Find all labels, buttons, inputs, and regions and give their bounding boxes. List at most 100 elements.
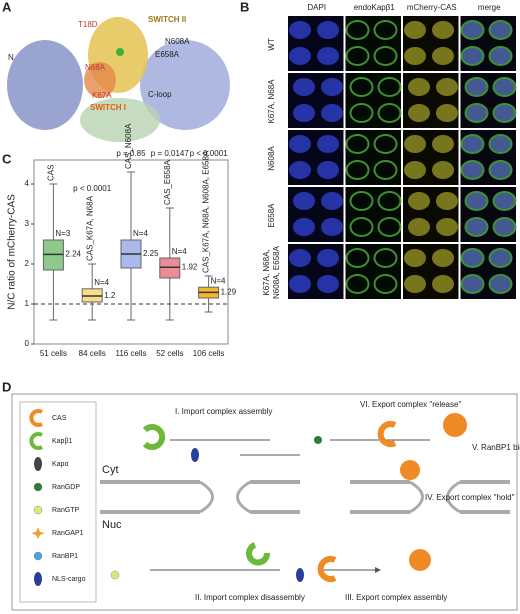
- cell: [349, 103, 374, 123]
- cell: [349, 217, 374, 237]
- x-tick-label: 84 cells: [79, 349, 106, 358]
- structure-label: T18D: [78, 20, 98, 29]
- box-name: CAS_N608A: [124, 123, 133, 169]
- y-axis-label: N/C ratio of mCherry-CAS: [7, 194, 18, 310]
- step-label: III. Export complex assembly: [345, 593, 447, 602]
- cell: [488, 134, 513, 154]
- cell: [317, 275, 339, 293]
- cell: [317, 47, 339, 65]
- legend-label: Kapα: [52, 461, 69, 468]
- compartment-label: Nuc: [102, 519, 122, 531]
- n-label: N=4: [211, 276, 226, 285]
- micrograph: [345, 16, 401, 71]
- cell: [432, 249, 454, 267]
- legend-icon: [33, 482, 43, 492]
- cell: [349, 191, 374, 211]
- panel-letter: D: [2, 379, 11, 394]
- legend-icon: [34, 572, 42, 586]
- step-label: II. Import complex disassembly: [195, 593, 305, 602]
- p-value: p = 0.0147: [151, 149, 190, 158]
- cell: [436, 192, 458, 210]
- legend-icon: [29, 432, 44, 450]
- cell: [488, 248, 513, 268]
- cell: [488, 20, 513, 40]
- cell: [345, 274, 370, 294]
- n-label: N=3: [55, 229, 70, 238]
- cell: [460, 134, 485, 154]
- structure-label: N68A: [85, 63, 106, 72]
- x-tick-label: 106 cells: [193, 349, 225, 358]
- cell: [377, 217, 402, 237]
- cell: [464, 217, 489, 237]
- box-name: CAS_K67A, N68A: [85, 195, 94, 261]
- box-chart: 0 1 2 3 4 N/C ratio of mCherry-CAS 51 cells 2.2…: [7, 123, 237, 358]
- pathway-diagram: [11, 393, 518, 611]
- panel-letter: B: [240, 0, 249, 14]
- cell: [460, 248, 485, 268]
- column-header: merge: [478, 3, 501, 12]
- x-tick-label: 51 cells: [40, 349, 67, 358]
- cell: [289, 21, 311, 39]
- protein-structure: [0, 0, 236, 150]
- cell: [289, 249, 311, 267]
- cell: [373, 134, 398, 154]
- cell: [404, 249, 426, 267]
- cell: [289, 275, 311, 293]
- column-header: endoKapβ1: [354, 3, 396, 12]
- legend-icon: [33, 505, 43, 515]
- cell: [321, 192, 343, 210]
- cell: [436, 78, 458, 96]
- legend-icon: [33, 551, 43, 561]
- cell: [345, 134, 370, 154]
- legend-label: RanBP1: [52, 553, 78, 560]
- cell: [488, 160, 513, 180]
- cell: [432, 21, 454, 39]
- cell: [408, 218, 430, 236]
- median-label: 1.2: [104, 291, 116, 300]
- column-header: mCherry-CAS: [407, 3, 457, 12]
- compartment-label: Cyt: [102, 464, 119, 476]
- cell: [404, 21, 426, 39]
- cell: [373, 160, 398, 180]
- legend-icon: [34, 457, 42, 471]
- p-value: p < 0.0001: [73, 184, 112, 193]
- p-value: p < 0.0001: [190, 149, 229, 158]
- cell: [492, 77, 517, 97]
- micrograph-grid: DAPI endoKapβ1 mCherry-CAS merge WT K67A, N68…: [262, 3, 517, 299]
- cell: [289, 161, 311, 179]
- y-tick-label: 0: [25, 339, 30, 348]
- median-label: 2.24: [65, 250, 81, 259]
- step-label: V. RanBP1 binding: [472, 443, 520, 452]
- x-tick-label: 116 cells: [116, 349, 147, 358]
- cell: [492, 103, 517, 123]
- structure-label: E658A: [155, 50, 180, 59]
- cell: [377, 191, 402, 211]
- cell: [317, 161, 339, 179]
- structure-label: N: [8, 53, 14, 62]
- cell: [408, 78, 430, 96]
- cell: [408, 104, 430, 122]
- structure-label: C-loop: [148, 90, 172, 99]
- cell: [464, 77, 489, 97]
- box-name: CAS: [47, 165, 56, 181]
- cell: [293, 104, 315, 122]
- plot-frame: [33, 159, 229, 345]
- cell: [293, 192, 315, 210]
- cell: [464, 191, 489, 211]
- box: [159, 257, 181, 279]
- panel-letter: A: [2, 0, 12, 14]
- cell: [377, 77, 402, 97]
- n-label: N=4: [172, 247, 187, 256]
- cell: [436, 104, 458, 122]
- cell: [492, 191, 517, 211]
- row-label: WT: [267, 38, 276, 51]
- cell: [321, 218, 343, 236]
- cell: [432, 275, 454, 293]
- x-tick-label: 52 cells: [156, 349, 183, 358]
- box-name: CAS_E658A: [163, 159, 172, 205]
- cell: [345, 46, 370, 66]
- cell: [460, 160, 485, 180]
- median-label: 1.92: [182, 262, 198, 271]
- step-label: VI. Export complex "release": [360, 400, 461, 409]
